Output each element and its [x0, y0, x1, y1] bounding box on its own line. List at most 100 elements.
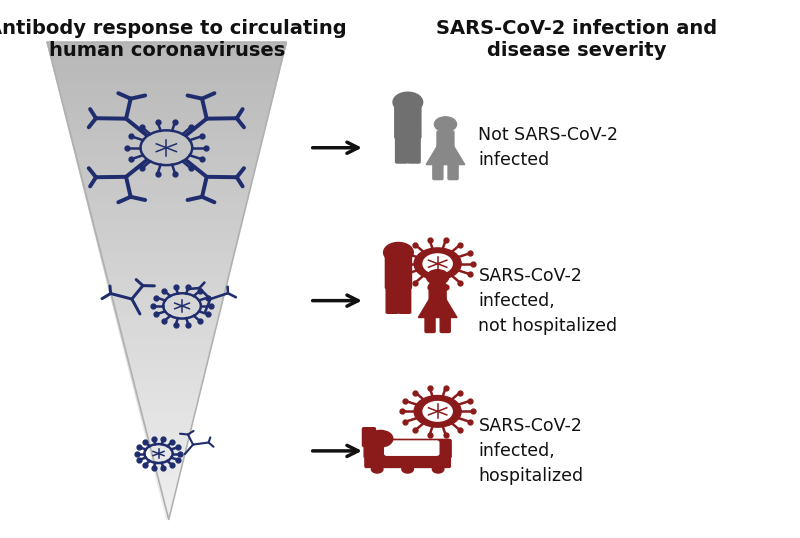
Polygon shape: [122, 341, 211, 346]
Polygon shape: [161, 495, 173, 501]
Circle shape: [432, 465, 444, 473]
Polygon shape: [68, 126, 266, 132]
FancyBboxPatch shape: [394, 105, 421, 139]
Polygon shape: [89, 209, 245, 215]
Polygon shape: [66, 120, 267, 126]
Polygon shape: [59, 90, 274, 96]
Text: SARS-CoV-2
infected,
not hospitalized: SARS-CoV-2 infected, not hospitalized: [478, 267, 618, 335]
Polygon shape: [147, 442, 186, 448]
FancyBboxPatch shape: [425, 315, 435, 332]
Polygon shape: [150, 454, 183, 460]
Polygon shape: [158, 484, 176, 490]
Polygon shape: [116, 317, 218, 323]
Polygon shape: [56, 78, 278, 84]
Polygon shape: [106, 275, 228, 281]
FancyBboxPatch shape: [386, 256, 411, 289]
Polygon shape: [162, 501, 171, 507]
Polygon shape: [426, 132, 465, 165]
Polygon shape: [154, 466, 180, 472]
Polygon shape: [125, 352, 209, 358]
Circle shape: [384, 243, 414, 263]
Polygon shape: [118, 323, 216, 329]
Polygon shape: [70, 132, 264, 138]
Polygon shape: [123, 346, 210, 352]
Polygon shape: [73, 144, 261, 150]
FancyBboxPatch shape: [429, 284, 446, 300]
Circle shape: [414, 395, 461, 427]
Polygon shape: [156, 478, 178, 484]
Circle shape: [371, 465, 383, 473]
Polygon shape: [110, 293, 223, 299]
Polygon shape: [137, 400, 197, 406]
Polygon shape: [155, 472, 178, 478]
Polygon shape: [119, 329, 214, 335]
Polygon shape: [130, 370, 204, 376]
Polygon shape: [144, 430, 189, 436]
Polygon shape: [62, 102, 271, 108]
Polygon shape: [135, 394, 198, 400]
FancyBboxPatch shape: [437, 131, 454, 147]
Polygon shape: [64, 108, 270, 114]
Polygon shape: [98, 245, 235, 251]
Polygon shape: [159, 490, 174, 495]
Polygon shape: [134, 388, 200, 394]
Polygon shape: [142, 418, 192, 424]
Polygon shape: [77, 161, 257, 167]
Polygon shape: [71, 138, 262, 144]
Polygon shape: [114, 310, 219, 317]
Polygon shape: [131, 376, 202, 383]
Polygon shape: [97, 239, 237, 245]
Polygon shape: [61, 96, 273, 102]
Polygon shape: [102, 263, 231, 269]
Polygon shape: [132, 383, 201, 388]
Polygon shape: [74, 150, 259, 155]
Polygon shape: [52, 60, 282, 66]
FancyBboxPatch shape: [364, 440, 451, 458]
Polygon shape: [138, 406, 195, 412]
Text: Not SARS-CoV-2
infected: Not SARS-CoV-2 infected: [478, 126, 618, 169]
Polygon shape: [50, 54, 283, 60]
Polygon shape: [54, 72, 279, 78]
Polygon shape: [80, 173, 254, 180]
Polygon shape: [418, 286, 457, 317]
Polygon shape: [49, 48, 285, 54]
Polygon shape: [152, 460, 182, 466]
Circle shape: [402, 465, 414, 473]
Polygon shape: [78, 167, 255, 173]
Polygon shape: [95, 233, 238, 239]
Polygon shape: [107, 281, 226, 287]
Polygon shape: [82, 180, 252, 186]
Polygon shape: [143, 424, 190, 430]
Polygon shape: [164, 507, 170, 513]
Polygon shape: [83, 186, 250, 192]
Polygon shape: [111, 299, 222, 305]
Polygon shape: [146, 436, 188, 442]
Polygon shape: [126, 358, 207, 364]
Polygon shape: [94, 227, 240, 233]
Polygon shape: [128, 364, 206, 370]
Text: Antibody response to circulating
human coronaviruses: Antibody response to circulating human c…: [0, 19, 346, 60]
Circle shape: [423, 254, 452, 273]
Text: SARS-CoV-2 infection and
disease severity: SARS-CoV-2 infection and disease severit…: [436, 19, 717, 60]
FancyBboxPatch shape: [386, 284, 398, 313]
Polygon shape: [65, 114, 268, 120]
Circle shape: [426, 270, 449, 285]
FancyBboxPatch shape: [362, 428, 375, 447]
Polygon shape: [99, 251, 234, 257]
Polygon shape: [121, 335, 213, 341]
Polygon shape: [92, 221, 242, 227]
Circle shape: [393, 92, 422, 112]
Polygon shape: [58, 84, 276, 90]
Polygon shape: [113, 305, 221, 310]
Circle shape: [368, 430, 393, 447]
FancyBboxPatch shape: [395, 133, 408, 163]
FancyBboxPatch shape: [408, 133, 420, 163]
Polygon shape: [75, 155, 258, 161]
Polygon shape: [90, 215, 243, 221]
Polygon shape: [86, 197, 247, 203]
Polygon shape: [53, 66, 280, 72]
FancyBboxPatch shape: [448, 162, 458, 180]
Circle shape: [434, 117, 457, 132]
FancyBboxPatch shape: [365, 454, 450, 468]
Polygon shape: [87, 203, 246, 209]
